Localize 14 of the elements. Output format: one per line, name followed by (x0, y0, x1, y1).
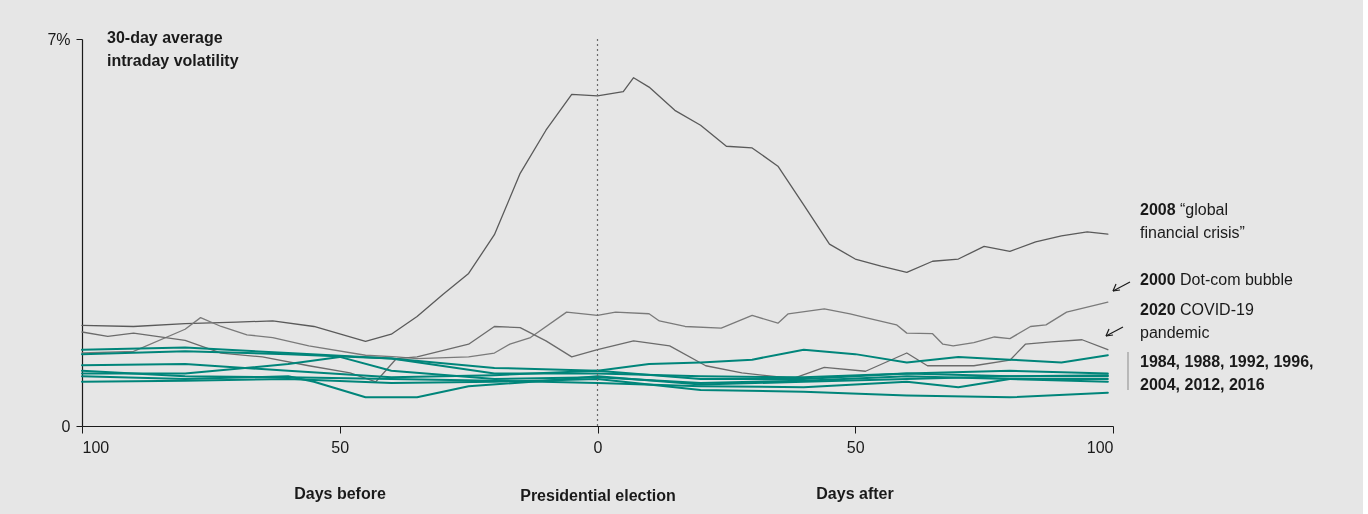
text: 2000 Dot-com bubble (1140, 271, 1294, 288)
x-tick-label: 50 (331, 438, 350, 456)
text: 2008 “global financial crisis” (1140, 201, 1245, 241)
x-tick-label: 100 (1086, 438, 1114, 456)
y-axis-title: 30-day average intraday volatility (107, 29, 239, 69)
text: 2020 COVID-19 pandemic (1140, 301, 1254, 341)
x-tick-label: 50 (846, 438, 865, 456)
x-tick-label: 100 (82, 438, 110, 456)
y-tick-label: 7% (47, 30, 71, 48)
x-tick-label: 0 (593, 438, 603, 456)
text: 1984, 1988, 1992, 1996, 2004, 2012, 2016 (1140, 353, 1314, 393)
x-axis-title: Presidential election (520, 486, 676, 504)
text: Days after (816, 485, 894, 502)
text: Days before (294, 485, 386, 502)
